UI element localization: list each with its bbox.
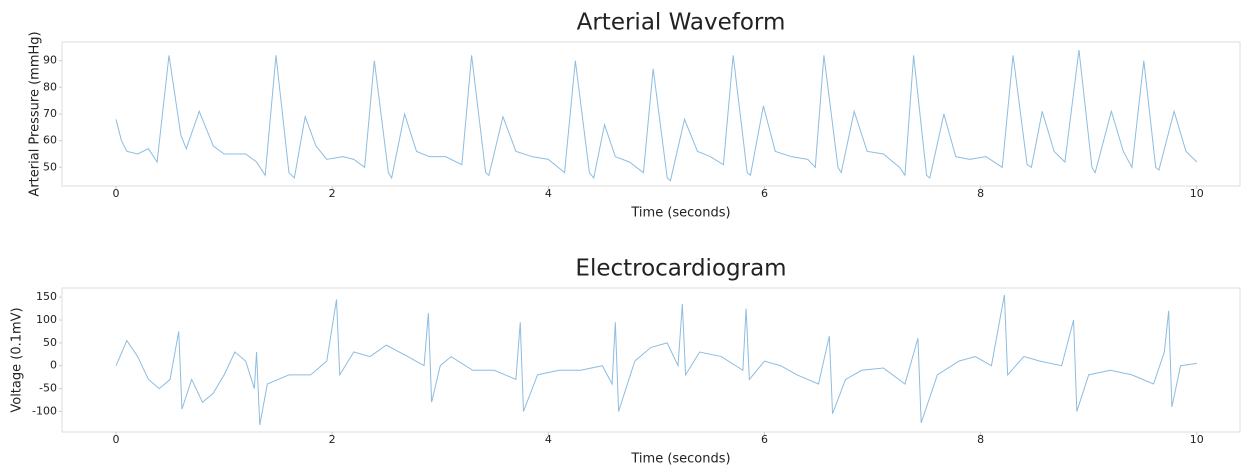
y-tick-label: 60 (43, 134, 57, 147)
y-tick-label: 150 (36, 290, 57, 303)
axes-frame (61, 287, 1241, 433)
x-tick-label: 6 (761, 433, 768, 446)
data-line (115, 49, 1198, 182)
chart-title: Arterial Waveform (577, 10, 786, 36)
y-tick-label: 0 (50, 359, 57, 372)
x-tick-label: 2 (329, 187, 336, 200)
x-tick-label: 0 (113, 187, 120, 200)
y-tick-label: 70 (43, 107, 57, 120)
x-tick-label: 10 (1190, 433, 1204, 446)
x-axis-label: Time (seconds) (630, 452, 730, 467)
axes-frame (61, 41, 1241, 187)
x-tick-label: 8 (977, 433, 984, 446)
y-tick-label: 50 (43, 336, 57, 349)
y-tick-label: 90 (43, 54, 57, 67)
y-tick-label: -50 (39, 382, 57, 395)
x-tick-label: 4 (545, 187, 552, 200)
y-tick-label: 80 (43, 80, 57, 93)
x-tick-label: 2 (329, 433, 336, 446)
y-tick-label: -100 (32, 404, 57, 417)
data-line (115, 294, 1197, 426)
x-tick-label: 6 (761, 187, 768, 200)
y-axis-label: Arterial Pressure (mmHg) (28, 31, 43, 196)
x-tick-label: 4 (545, 433, 552, 446)
x-tick-label: 0 (113, 433, 120, 446)
x-tick-label: 10 (1190, 187, 1204, 200)
x-axis-label: Time (seconds) (630, 206, 730, 221)
y-axis-label: Voltage (0.1mV) (10, 307, 25, 412)
y-tick-label: 100 (36, 313, 57, 326)
chart-title: Electrocardiogram (575, 256, 786, 282)
y-tick-label: 50 (43, 160, 57, 173)
x-tick-label: 8 (977, 187, 984, 200)
